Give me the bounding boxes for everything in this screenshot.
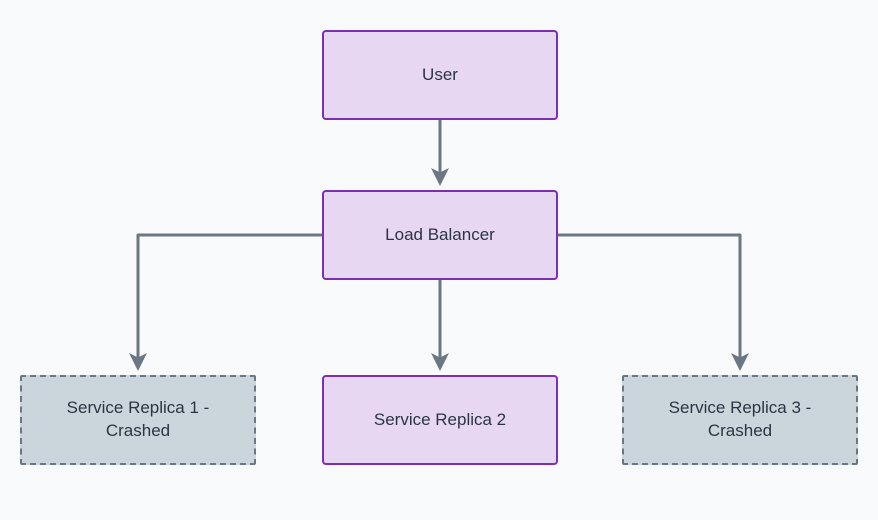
node-label: Service Replica 2 <box>362 409 518 432</box>
node-service-replica-1: Service Replica 1 - Crashed <box>20 375 256 465</box>
node-label: Service Replica 3 - Crashed <box>624 397 856 443</box>
diagram-canvas: User Load Balancer Service Replica 1 - C… <box>0 0 878 520</box>
node-user: User <box>322 30 558 120</box>
node-service-replica-3: Service Replica 3 - Crashed <box>622 375 858 465</box>
node-service-replica-2: Service Replica 2 <box>322 375 558 465</box>
node-label: Load Balancer <box>373 224 507 247</box>
node-load-balancer: Load Balancer <box>322 190 558 280</box>
node-label: User <box>410 64 470 87</box>
node-label: Service Replica 1 - Crashed <box>22 397 254 443</box>
